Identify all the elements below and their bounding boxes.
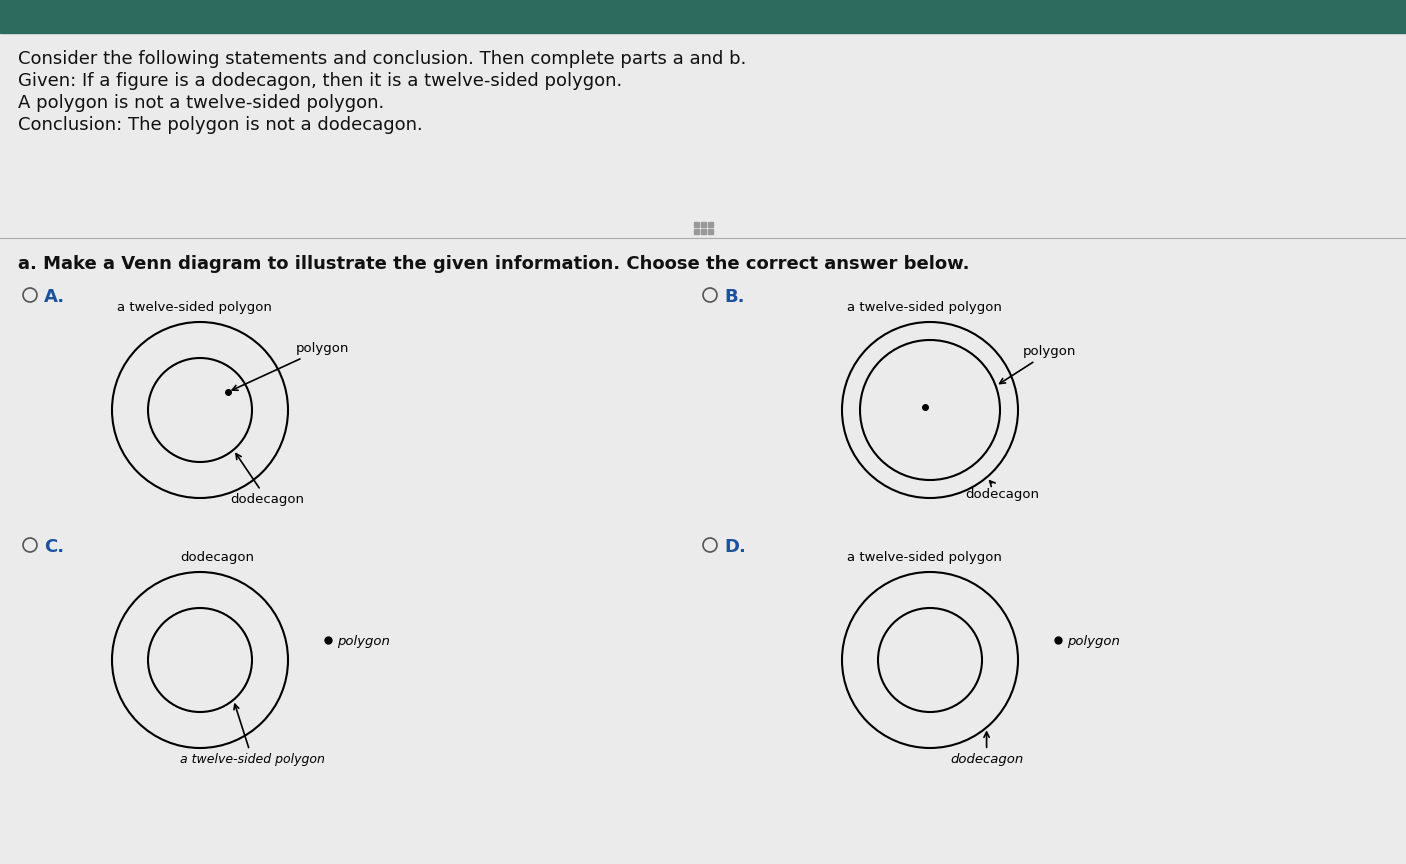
Text: dodecagon: dodecagon: [965, 481, 1039, 501]
Text: a twelve-sided polygon: a twelve-sided polygon: [117, 301, 271, 314]
Text: a twelve-sided polygon: a twelve-sided polygon: [846, 551, 1002, 564]
Text: D.: D.: [724, 538, 745, 556]
Text: dodecagon: dodecagon: [180, 551, 254, 564]
Bar: [0, 0, 1406, 33]
Text: a twelve-sided polygon: a twelve-sided polygon: [846, 301, 1002, 314]
Bar: [693, 228, 699, 233]
Text: polygon: polygon: [337, 634, 389, 647]
Text: a. Make a Venn diagram to illustrate the given information. Choose the correct a: a. Make a Venn diagram to illustrate the…: [18, 255, 970, 273]
Bar: [693, 221, 699, 226]
Text: Conclusion: The polygon is not a dodecagon.: Conclusion: The polygon is not a dodecag…: [18, 116, 423, 134]
Text: A polygon is not a twelve-sided polygon.: A polygon is not a twelve-sided polygon.: [18, 94, 384, 112]
Text: a twelve-sided polygon: a twelve-sided polygon: [180, 704, 325, 766]
Text: dodecagon: dodecagon: [950, 732, 1024, 766]
Bar: [707, 228, 713, 233]
Text: dodecagon: dodecagon: [231, 454, 304, 506]
Bar: [700, 228, 706, 233]
Text: C.: C.: [44, 538, 65, 556]
Text: polygon: polygon: [232, 342, 349, 391]
Bar: [707, 221, 713, 226]
Text: B.: B.: [724, 288, 745, 306]
Text: Given: If a figure is a dodecagon, then it is a twelve-sided polygon.: Given: If a figure is a dodecagon, then …: [18, 72, 623, 90]
Bar: [700, 221, 706, 226]
Text: polygon: polygon: [1067, 634, 1119, 647]
Text: polygon: polygon: [1000, 345, 1077, 384]
Text: Consider the following statements and conclusion. Then complete parts a and b.: Consider the following statements and co…: [18, 50, 747, 68]
Text: A.: A.: [44, 288, 65, 306]
